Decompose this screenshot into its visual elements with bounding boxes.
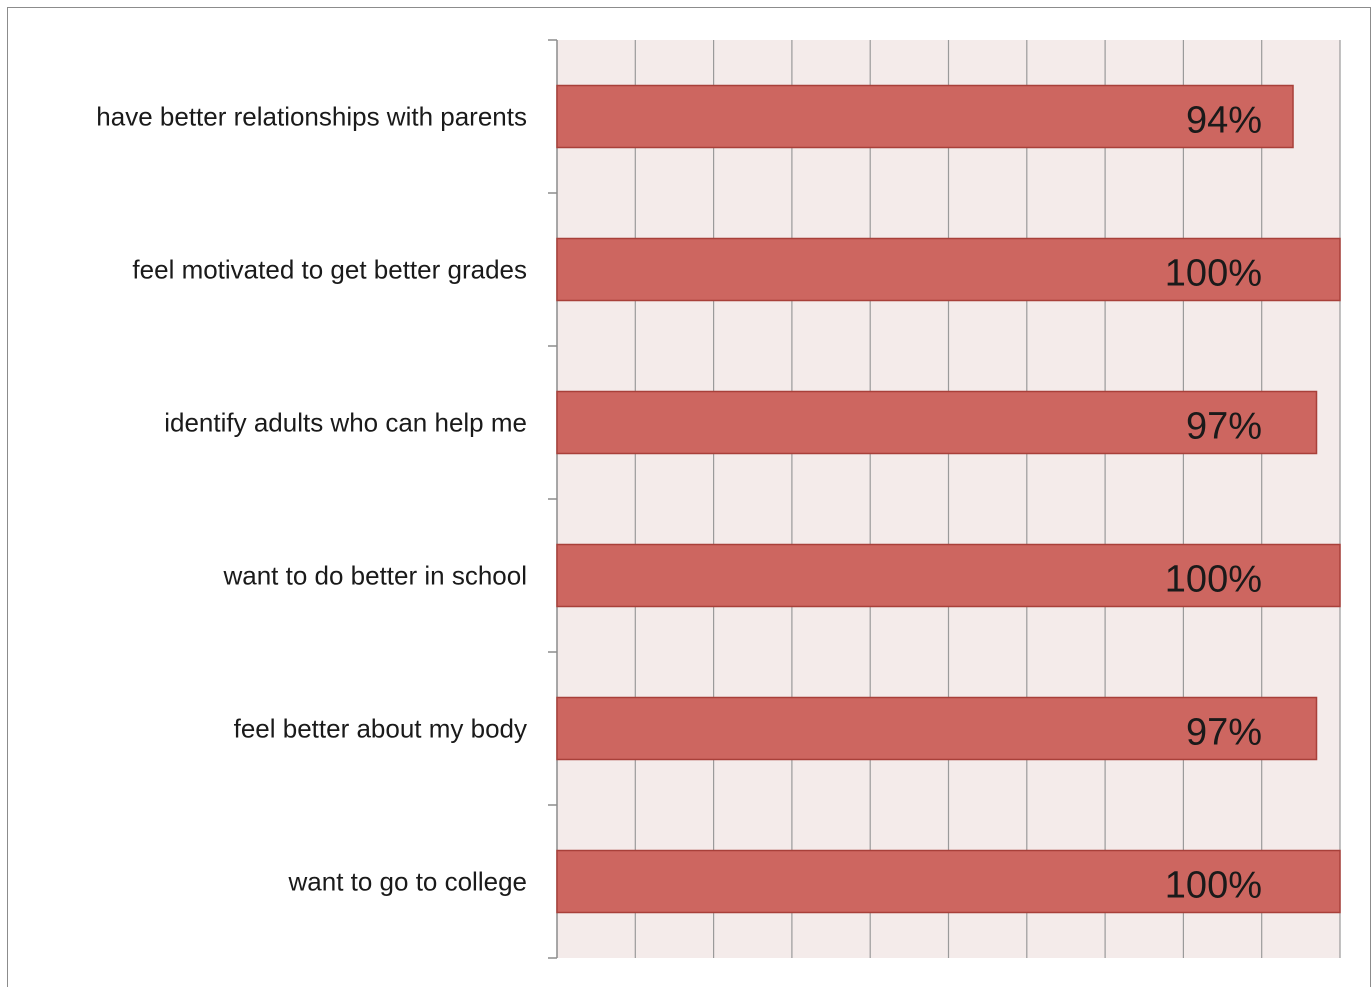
category-label: have better relationships with parents <box>96 102 527 132</box>
bar <box>556 849 1341 914</box>
bar <box>556 390 1318 455</box>
bar <box>556 237 1341 302</box>
category-label: want to do better in school <box>222 561 527 591</box>
gridlines <box>634 40 1341 958</box>
bar-series <box>556 84 1341 914</box>
category-label: want to go to college <box>288 867 528 897</box>
data-label: 97% <box>1186 406 1262 448</box>
category-label: identify adults who can help me <box>164 408 527 438</box>
data-label: 94% <box>1186 100 1262 142</box>
category-labels: have better relationships with parents fe… <box>96 102 527 897</box>
data-labels: 94% 100% 97% 100% 97% 100% <box>1165 100 1262 907</box>
data-label: 100% <box>1165 253 1262 295</box>
category-axis <box>548 39 558 959</box>
data-label: 100% <box>1165 559 1262 601</box>
bar <box>556 84 1294 149</box>
bar <box>556 543 1341 608</box>
data-label: 97% <box>1186 712 1262 754</box>
data-label: 100% <box>1165 865 1262 907</box>
chart-frame <box>7 7 1371 987</box>
category-label: feel motivated to get better grades <box>132 255 527 285</box>
bar <box>556 696 1318 761</box>
category-label: feel better about my body <box>234 714 527 744</box>
